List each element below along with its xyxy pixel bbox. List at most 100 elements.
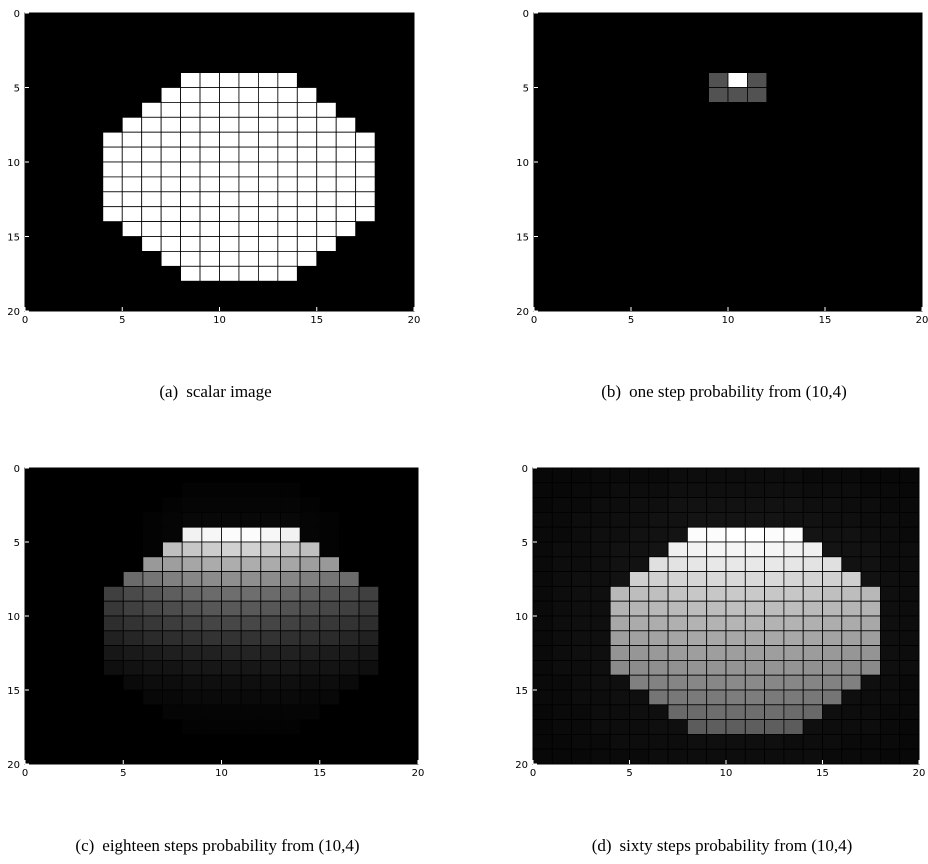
- heatmap-cell: [725, 497, 746, 513]
- heatmap-cell: [571, 733, 592, 750]
- heatmap-cell: [122, 13, 142, 28]
- heatmap-cell: [182, 704, 202, 720]
- heatmap-cell: [240, 585, 262, 602]
- heatmap-cell: [319, 497, 340, 513]
- heatmap-cell: [296, 116, 318, 133]
- heatmap-cell: [648, 482, 669, 498]
- heatmap-cell: [689, 42, 709, 58]
- heatmap-cell: [551, 467, 572, 484]
- heatmap-cell: [667, 733, 688, 750]
- heatmap-cell: [841, 689, 862, 706]
- heatmap-cell: [258, 281, 278, 297]
- heatmap-cell: [64, 675, 84, 690]
- heatmap-cell: [727, 72, 748, 88]
- heatmap-cell: [551, 689, 572, 706]
- heatmap-cell: [102, 176, 123, 193]
- heatmap-cell: [805, 27, 825, 43]
- heatmap-cell: [863, 251, 884, 267]
- heatmap-cell: [822, 674, 843, 691]
- heatmap-cell: [83, 162, 103, 177]
- heatmap-cell: [63, 236, 84, 252]
- heatmap-cell: [221, 468, 242, 483]
- heatmap-cell: [398, 512, 418, 528]
- heatmap-cell: [648, 733, 669, 750]
- heatmap-cell: [258, 27, 278, 43]
- heatmap-cell: [629, 748, 650, 765]
- heatmap-cell: [83, 645, 104, 661]
- heatmap-cell: [25, 57, 45, 73]
- heatmap-cell: [551, 674, 572, 691]
- heatmap-cell: [257, 221, 279, 237]
- heatmap-cell: [83, 601, 104, 616]
- heatmap-cell: [221, 512, 242, 528]
- heatmap-cell: [532, 689, 553, 706]
- heatmap-cell: [822, 571, 843, 587]
- heatmap-cell: [841, 659, 862, 676]
- heatmap-cell: [786, 72, 806, 88]
- heatmap-cell: [532, 497, 553, 513]
- heatmap-cell: [83, 675, 104, 690]
- heatmap-cell: [299, 645, 321, 661]
- heatmap-cell: [238, 191, 259, 208]
- heatmap-cell: [319, 512, 340, 528]
- heatmap-cell: [592, 132, 612, 148]
- heatmap-cell: [102, 117, 123, 133]
- heatmap-cell: [686, 556, 708, 573]
- heatmap-cell: [238, 265, 259, 282]
- heatmap-cell: [335, 146, 357, 163]
- heatmap-cell: [648, 600, 669, 617]
- heatmap-cell: [706, 600, 727, 617]
- heatmap-cell: [783, 645, 804, 661]
- heatmap-cell: [375, 72, 395, 88]
- heatmap-cell: [879, 704, 901, 721]
- heatmap-cell: [280, 600, 301, 617]
- heatmap-cell: [825, 206, 845, 222]
- heatmap-cell: [899, 630, 920, 647]
- heatmap-cell: [221, 482, 242, 498]
- heatmap-cell: [25, 749, 45, 764]
- heatmap-cell: [822, 748, 843, 765]
- heatmap-cell: [83, 251, 103, 267]
- heatmap-cell: [708, 147, 728, 162]
- heatmap-cell: [358, 600, 380, 617]
- heatmap-cell: [786, 296, 806, 311]
- heatmap-cell: [650, 13, 670, 28]
- panel-caption: (a) scalar image: [20, 382, 420, 402]
- heatmap-cell: [277, 176, 298, 193]
- heatmap-cell: [728, 221, 748, 237]
- heatmap-cell: [199, 102, 220, 118]
- heatmap-cell: [238, 27, 259, 43]
- heatmap-cell: [609, 615, 630, 632]
- heatmap-cell: [355, 102, 376, 118]
- heatmap-cell: [83, 482, 104, 498]
- heatmap-cell: [83, 236, 103, 252]
- heatmap-cell: [844, 251, 864, 267]
- x-tick-label: 10: [215, 768, 228, 779]
- heatmap-cell: [611, 42, 631, 58]
- heatmap-cell: [162, 468, 183, 483]
- heatmap-cell: [590, 674, 611, 691]
- heatmap-cell: [359, 719, 379, 735]
- heatmap-cell: [822, 467, 843, 484]
- heatmap-cell: [358, 585, 380, 602]
- heatmap-cell: [650, 27, 670, 43]
- heatmap-cell: [83, 586, 104, 602]
- heatmap-cell: [160, 191, 181, 208]
- heatmap-cell: [667, 556, 688, 573]
- heatmap-cell: [355, 72, 376, 88]
- heatmap-cell: [783, 630, 804, 647]
- heatmap-cell: [280, 512, 301, 528]
- heatmap-cell: [161, 42, 181, 58]
- heatmap-cell: [825, 87, 845, 103]
- heatmap-cell: [860, 467, 881, 484]
- heatmap-cell: [280, 585, 301, 602]
- heatmap-cell: [103, 482, 124, 498]
- heatmap-cell: [629, 556, 650, 573]
- heatmap-cell: [879, 645, 901, 661]
- heatmap-cell: [746, 72, 768, 88]
- heatmap-cell: [394, 72, 414, 88]
- y-tick-label: 0: [523, 9, 529, 20]
- heatmap-cell: [629, 512, 650, 528]
- heatmap-cell: [182, 482, 202, 498]
- heatmap-cell: [103, 600, 124, 617]
